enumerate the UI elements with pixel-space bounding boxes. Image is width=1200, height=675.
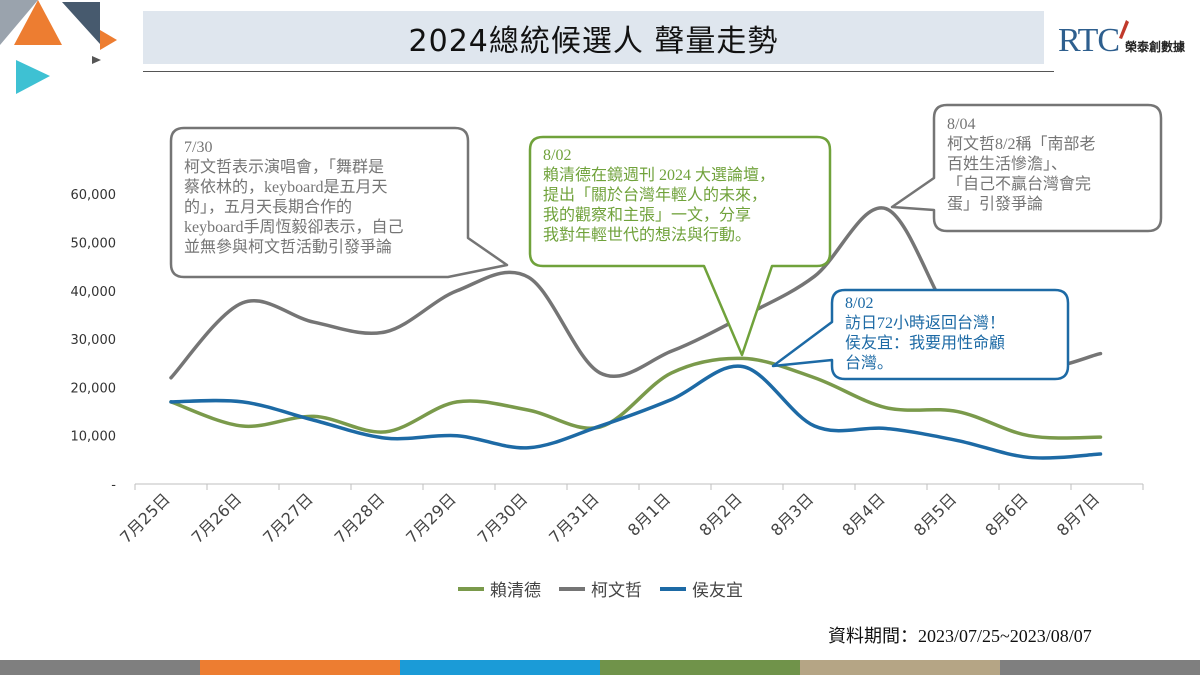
brand-name: 榮泰創數據 [1125,40,1186,54]
x-tick-label: 7月29日 [402,489,460,547]
chart-legend: 賴清德 柯文哲 侯友宜 [458,576,743,601]
legend-label-lai: 賴清德 [490,581,541,601]
bottom-bar-segment [200,660,400,675]
annotation-line: 蛋」引發爭論 [947,196,1044,213]
annotation-line: 柯文哲8/2稱「南部老 [947,136,1096,153]
annotation-line: 8/02 [845,295,874,312]
annotation-line: 8/04 [947,116,976,133]
legend-label-hou: 侯友宜 [692,581,743,601]
annotation-0802-hou: 8/02 訪日72小時返回台灣！ 侯友宜：我要用性命顧 台灣。 [845,294,1005,374]
callout-bubble-0804 [890,103,1163,233]
bottom-bar-segment [800,660,1000,675]
bottom-bar-segment [600,660,800,675]
callout-bubble-0802-hou [771,288,1070,381]
brand-logo-text: RTC [1058,22,1120,59]
legend-item-lai: 賴清德 [458,576,541,601]
x-tick-label: 8月3日 [767,489,817,539]
annotation-line: 7/30 [184,139,213,156]
x-tick-label: 7月27日 [259,489,317,547]
bottom-bar-segment [1000,660,1200,675]
series-line-hou [169,364,1103,460]
annotation-line: keyboard手周恆毅卻表示，自己 [184,219,404,236]
annotation-line: 我對年輕世代的想法與行動。 [543,227,752,244]
annotation-line: 台灣。 [845,355,894,372]
annotation-line: 賴清德在鏡週刊 2024 大選論壇， [543,167,776,184]
pen-icon [1119,20,1129,39]
series-line-lai [169,356,1103,440]
y-tick-label: 10,000 [71,430,117,445]
y-tick-label: 20,000 [71,381,117,396]
annotation-line: 我的觀察和主張」一文，分享 [543,207,752,224]
bottom-color-bar [0,660,1200,675]
annotation-line: 並無參與柯文哲活動引發爭論 [184,239,393,256]
bottom-bar-segment [400,660,600,675]
data-period-note: 資料期間：2023/07/25~2023/08/07 [828,626,1092,646]
callout-bubble-0802-lai [528,135,832,357]
x-tick-label: 7月26日 [188,489,246,547]
x-tick-label: 8月7日 [1053,489,1103,539]
legend-swatch-ko [559,586,585,591]
legend-label-ko: 柯文哲 [591,581,642,601]
annotation-0730: 7/30 柯文哲表示演唱會，「舞群是 蔡依林的，keyboard是五月天 的」，五月天… [184,138,404,258]
annotation-line: 蔡依林的，keyboard是五月天 [184,179,388,196]
x-tick-label: 7月25日 [116,489,174,547]
title-banner: 2024總統候選人 聲量走勢 [143,11,1044,64]
y-tick-label: 50,000 [71,237,117,252]
decorative-corner-logo [0,0,117,94]
legend-swatch-hou [660,586,686,591]
y-tick-label: 60,000 [71,188,117,203]
x-tick-label: 8月2日 [695,489,745,539]
callout-bubble-0730 [169,126,509,279]
brand-logo: RTC 榮泰創數據 [1056,18,1200,68]
legend-swatch-lai [458,586,484,591]
annotation-line: 「自己不贏台灣會完 [947,176,1092,193]
legend-item-ko: 柯文哲 [559,576,642,601]
annotation-0804: 8/04 柯文哲8/2稱「南部老 百姓生活慘澹」、「自己不贏台灣會完 蛋」引發爭論 [947,115,1095,215]
x-tick-label: 8月5日 [910,489,960,539]
annotation-line: 的」，五月天長期合作的 [184,199,353,216]
annotation-line: 訪日72小時返回台灣！ [845,315,1006,332]
annotation-line: 百姓生活慘澹」、 [947,156,1068,173]
x-tick-label: 8月1日 [624,489,674,539]
page-title: 2024總統候選人 聲量走勢 [408,23,779,59]
x-tick-label: 7月28日 [331,489,389,547]
title-underline [143,71,1054,72]
chart-callouts [169,103,1163,381]
bottom-bar-segment [0,660,200,675]
annotation-line: 提出「關於台灣年輕人的未來， [543,187,768,204]
x-tick-label: 7月30日 [474,489,532,547]
annotation-line: 8/02 [543,147,572,164]
y-tick-label: - [111,478,116,493]
annotation-line: 柯文哲表示演唱會，「舞群是 [184,159,385,176]
x-tick-label: 7月31日 [545,489,603,547]
x-tick-label: 8月4日 [838,489,888,539]
annotation-line: 侯友宜：我要用性命顧 [845,335,1006,352]
annotation-0802-lai: 8/02 賴清德在鏡週刊 2024 大選論壇， 提出「關於台灣年輕人的未來， 我的觀察… [543,146,775,246]
legend-item-hou: 侯友宜 [660,576,743,601]
y-tick-label: 30,000 [71,333,117,348]
x-tick-label: 8月6日 [981,489,1031,539]
y-tick-label: 40,000 [71,285,117,300]
